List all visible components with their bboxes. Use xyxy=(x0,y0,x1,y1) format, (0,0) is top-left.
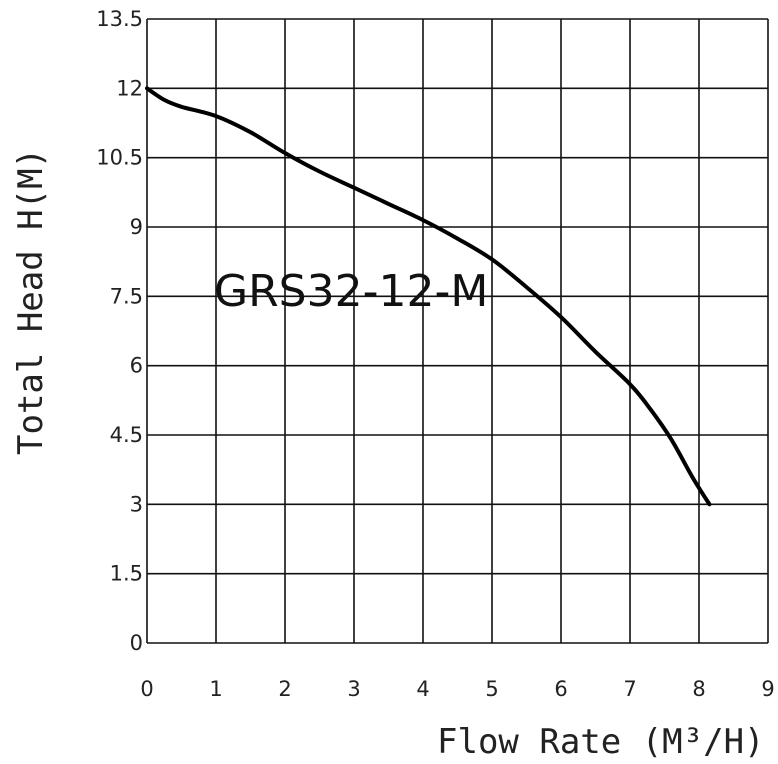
x-tick-label: 5 xyxy=(485,677,498,701)
x-tick-label: 4 xyxy=(416,677,429,701)
x-tick-label: 7 xyxy=(623,677,636,701)
y-tick-label: 4.5 xyxy=(110,423,143,447)
y-tick-label: 9 xyxy=(130,215,143,239)
x-tick-label: 0 xyxy=(140,677,153,701)
y-tick-label: 7.5 xyxy=(110,284,143,308)
x-tick-label: 3 xyxy=(347,677,360,701)
y-tick-label: 13.5 xyxy=(96,7,143,31)
y-tick-label: 3 xyxy=(130,492,143,516)
y-tick-label: 1.5 xyxy=(110,562,143,586)
performance-curve xyxy=(145,86,712,507)
y-axis-ticks: 0 1.5 3 4.5 6 7.5 9 10.5 12 13.5 xyxy=(96,7,143,655)
model-label: GRS32-12-M xyxy=(214,266,488,317)
x-tick-label: 9 xyxy=(761,677,774,701)
grid xyxy=(146,18,769,644)
x-tick-label: 6 xyxy=(554,677,567,701)
y-tick-label: 6 xyxy=(130,354,143,378)
x-axis-ticks: 0 1 2 3 4 5 6 7 8 9 xyxy=(140,677,774,701)
series-layer xyxy=(145,86,712,507)
y-tick-label: 0 xyxy=(130,631,143,655)
x-axis-title: Flow Rate (M³/H) xyxy=(437,722,765,762)
y-tick-label: 12 xyxy=(116,76,143,100)
x-tick-label: 1 xyxy=(209,677,222,701)
y-axis-title: Total Head H(M) xyxy=(11,148,51,455)
x-tick-label: 8 xyxy=(692,677,705,701)
x-tick-label: 2 xyxy=(278,677,291,701)
y-tick-label: 10.5 xyxy=(96,146,143,170)
